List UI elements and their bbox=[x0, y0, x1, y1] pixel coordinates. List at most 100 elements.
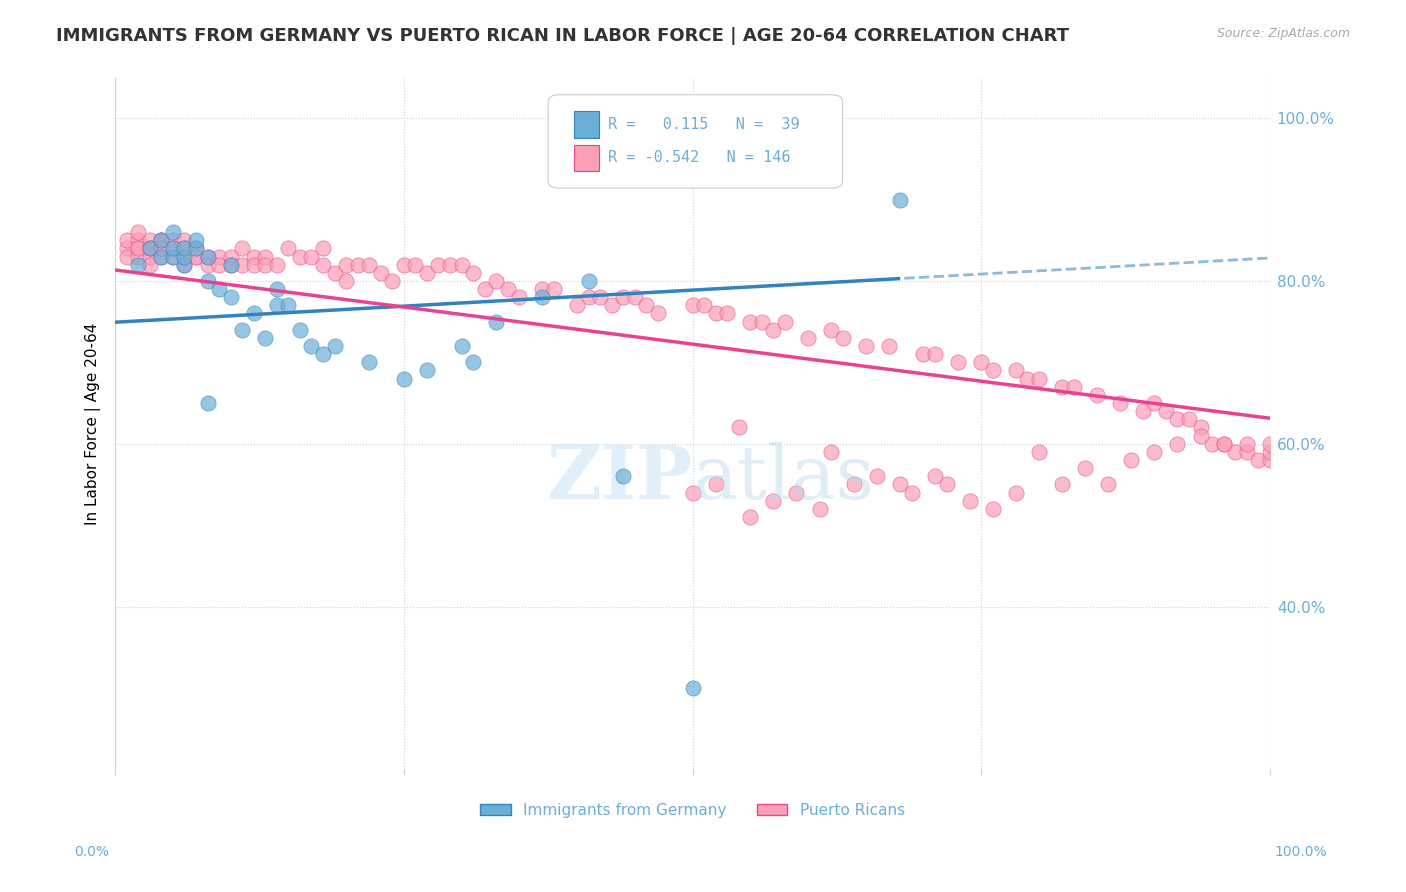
Point bbox=[127, 258, 149, 272]
Point bbox=[485, 274, 508, 288]
Legend: Immigrants from Germany, Puerto Ricans: Immigrants from Germany, Puerto Ricans bbox=[474, 797, 911, 824]
Point bbox=[370, 266, 392, 280]
Point bbox=[970, 355, 993, 369]
Point bbox=[323, 266, 346, 280]
Point bbox=[184, 250, 207, 264]
Point bbox=[831, 331, 853, 345]
Point bbox=[197, 250, 219, 264]
Point bbox=[392, 258, 415, 272]
Point bbox=[1017, 371, 1039, 385]
Point bbox=[208, 282, 231, 296]
Point bbox=[184, 233, 207, 247]
Point bbox=[1132, 404, 1154, 418]
Point bbox=[219, 250, 242, 264]
Point bbox=[820, 323, 842, 337]
Point bbox=[197, 258, 219, 272]
Point bbox=[173, 233, 195, 247]
Point bbox=[150, 233, 173, 247]
Text: R =   0.115   N =  39: R = 0.115 N = 39 bbox=[609, 117, 800, 132]
Point bbox=[727, 420, 749, 434]
FancyBboxPatch shape bbox=[574, 112, 599, 137]
Point bbox=[1258, 445, 1281, 459]
Point bbox=[301, 339, 323, 353]
Point bbox=[162, 225, 184, 239]
Point bbox=[1236, 436, 1258, 450]
Point bbox=[450, 339, 472, 353]
Point bbox=[531, 290, 554, 304]
Point bbox=[450, 258, 472, 272]
Point bbox=[139, 241, 162, 255]
Point bbox=[1189, 428, 1212, 442]
Point bbox=[889, 477, 911, 491]
Point bbox=[912, 347, 935, 361]
Point bbox=[889, 193, 911, 207]
Point bbox=[173, 258, 195, 272]
Point bbox=[184, 250, 207, 264]
Point bbox=[704, 306, 727, 320]
Point bbox=[184, 241, 207, 255]
Point bbox=[855, 339, 877, 353]
Point bbox=[1212, 436, 1234, 450]
Point bbox=[623, 290, 645, 304]
Point bbox=[242, 258, 264, 272]
Point bbox=[463, 266, 485, 280]
Point bbox=[242, 250, 264, 264]
Point bbox=[797, 331, 820, 345]
Point bbox=[312, 241, 335, 255]
Point bbox=[1143, 445, 1166, 459]
Point bbox=[946, 355, 969, 369]
Point bbox=[1143, 396, 1166, 410]
Point bbox=[474, 282, 496, 296]
Point bbox=[508, 290, 530, 304]
Point bbox=[1166, 412, 1188, 426]
Point bbox=[127, 250, 149, 264]
Point bbox=[682, 298, 704, 312]
Point bbox=[1258, 436, 1281, 450]
Point bbox=[658, 168, 681, 182]
Point bbox=[1166, 436, 1188, 450]
Point bbox=[1108, 396, 1130, 410]
Point bbox=[981, 501, 1004, 516]
Point bbox=[150, 250, 173, 264]
Point bbox=[427, 258, 450, 272]
Point bbox=[115, 233, 138, 247]
Point bbox=[785, 485, 807, 500]
Point bbox=[208, 250, 231, 264]
Point bbox=[959, 493, 981, 508]
FancyBboxPatch shape bbox=[548, 95, 842, 188]
Point bbox=[1212, 436, 1234, 450]
Point bbox=[115, 241, 138, 255]
Point bbox=[935, 477, 957, 491]
Point bbox=[740, 315, 762, 329]
Point bbox=[162, 250, 184, 264]
Point bbox=[636, 298, 658, 312]
Point bbox=[773, 315, 796, 329]
Point bbox=[139, 233, 162, 247]
Text: 100.0%: 100.0% bbox=[1274, 845, 1327, 859]
Point bbox=[981, 363, 1004, 377]
Point bbox=[219, 290, 242, 304]
Point bbox=[392, 371, 415, 385]
Point bbox=[173, 250, 195, 264]
Text: Source: ZipAtlas.com: Source: ZipAtlas.com bbox=[1216, 27, 1350, 40]
Point bbox=[531, 282, 554, 296]
Point bbox=[820, 445, 842, 459]
Point bbox=[439, 258, 461, 272]
Point bbox=[682, 485, 704, 500]
Point bbox=[150, 233, 173, 247]
Point bbox=[693, 298, 716, 312]
Point bbox=[288, 250, 311, 264]
Point bbox=[924, 347, 946, 361]
Point bbox=[266, 298, 288, 312]
Point bbox=[184, 241, 207, 255]
Point bbox=[335, 258, 357, 272]
Point bbox=[1050, 477, 1073, 491]
Point bbox=[877, 339, 900, 353]
Point bbox=[463, 355, 485, 369]
Point bbox=[127, 241, 149, 255]
Point bbox=[127, 241, 149, 255]
Point bbox=[219, 258, 242, 272]
Y-axis label: In Labor Force | Age 20-64: In Labor Force | Age 20-64 bbox=[86, 322, 101, 524]
Point bbox=[139, 258, 162, 272]
Point bbox=[578, 274, 600, 288]
